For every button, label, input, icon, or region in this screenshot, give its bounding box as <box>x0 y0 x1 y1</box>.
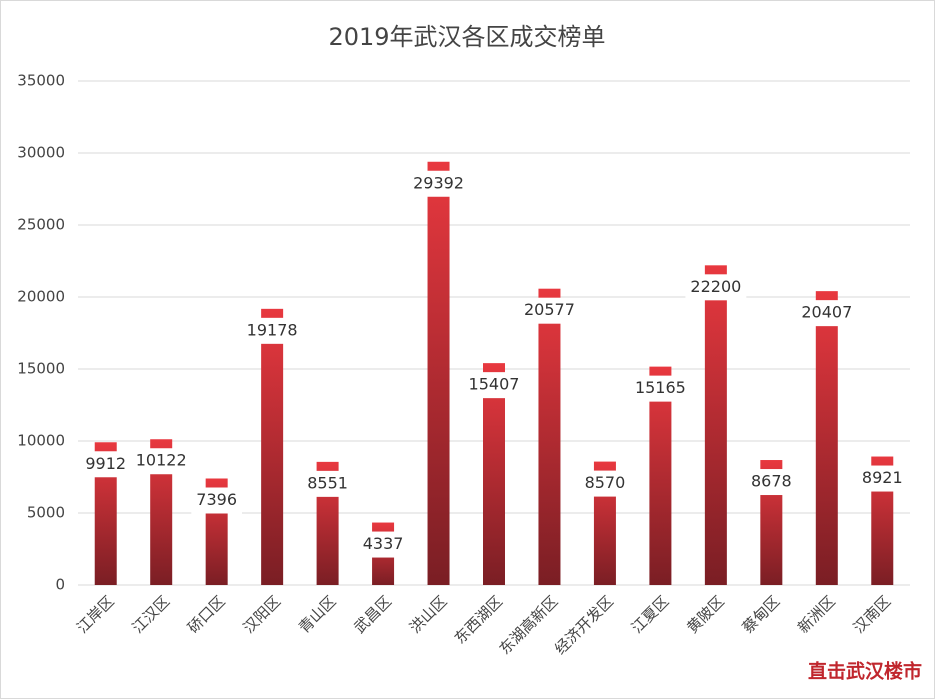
data-label-bg <box>130 448 192 475</box>
data-label-bg <box>408 170 469 197</box>
bar <box>261 308 284 585</box>
bar <box>94 442 117 585</box>
data-label-bg <box>191 487 243 514</box>
y-tick-label: 30000 <box>17 144 65 162</box>
chart-title: 2019年武汉各区成交榜单 <box>328 23 605 51</box>
data-label: 9912 <box>85 454 126 473</box>
bar <box>538 288 561 585</box>
y-tick-label: 25000 <box>17 216 65 234</box>
data-label: 20407 <box>801 303 852 322</box>
y-tick-label: 10000 <box>17 432 65 450</box>
y-tick-label: 0 <box>55 576 65 594</box>
bar <box>483 363 505 585</box>
data-label-bg <box>241 317 303 344</box>
data-label-bg <box>80 451 132 478</box>
y-tick-label: 35000 <box>17 72 65 90</box>
data-label: 10122 <box>136 451 187 470</box>
data-label: 29392 <box>413 173 464 192</box>
y-tick-label: 15000 <box>17 360 65 378</box>
data-label-bg <box>685 274 747 301</box>
data-label: 22200 <box>690 277 741 296</box>
data-label: 8678 <box>751 472 792 491</box>
data-label-bg <box>629 375 691 402</box>
data-label-bg <box>463 372 525 399</box>
bar <box>649 366 672 585</box>
data-label: 20577 <box>524 300 575 319</box>
bar <box>815 291 838 585</box>
data-label: 7396 <box>196 490 237 509</box>
data-label: 15165 <box>635 378 686 397</box>
data-label-bg <box>856 465 908 492</box>
data-label-bg <box>579 470 631 497</box>
y-tick-label: 5000 <box>27 504 65 522</box>
data-label: 4337 <box>363 534 404 553</box>
bar <box>427 161 450 586</box>
data-label: 19178 <box>247 320 298 339</box>
data-label-bg <box>519 297 580 324</box>
watermark: 直击武汉楼市 <box>808 660 922 683</box>
data-label: 8570 <box>585 473 626 492</box>
data-label-bg <box>796 300 858 327</box>
data-label: 15407 <box>469 375 520 394</box>
bar <box>150 439 173 585</box>
data-label: 8551 <box>307 473 348 492</box>
data-label-bg <box>745 469 797 496</box>
bar <box>704 265 727 585</box>
data-label-bg <box>302 470 353 497</box>
data-label: 8921 <box>862 468 903 487</box>
data-label-bg <box>357 531 409 558</box>
y-tick-label: 20000 <box>17 288 65 306</box>
